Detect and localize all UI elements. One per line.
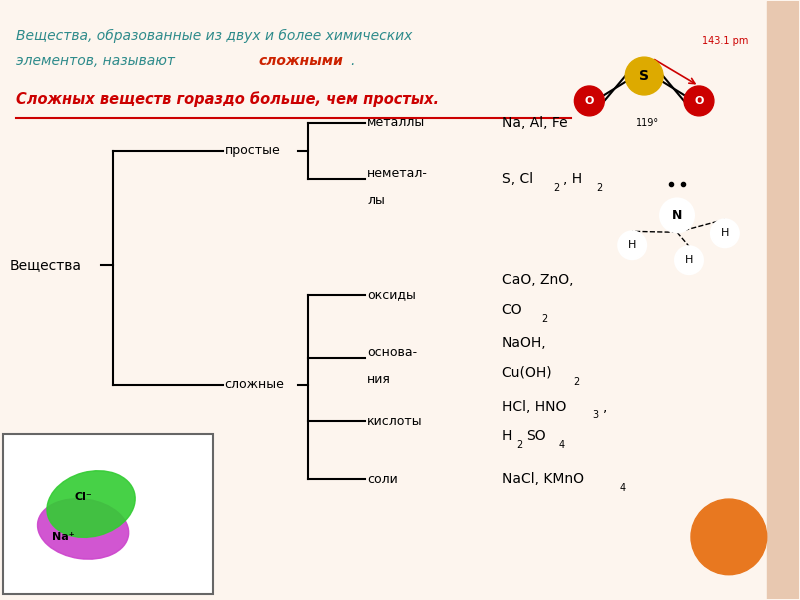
Text: 4: 4 [619, 483, 626, 493]
Text: 3: 3 [592, 410, 598, 421]
Circle shape [618, 232, 646, 259]
Text: простые: простые [225, 144, 280, 157]
Text: N: N [672, 209, 682, 222]
Text: Na, Al, Fe: Na, Al, Fe [502, 116, 567, 130]
Text: 2: 2 [596, 182, 602, 193]
Text: O: O [694, 96, 704, 106]
Text: 2: 2 [542, 314, 548, 324]
Circle shape [660, 199, 694, 232]
Text: .: . [350, 54, 354, 68]
Text: Сложных веществ гораздо больше, чем простых.: Сложных веществ гораздо больше, чем прос… [16, 91, 439, 107]
Text: 4: 4 [558, 440, 565, 451]
Text: S: S [639, 69, 649, 83]
Circle shape [626, 57, 663, 95]
Circle shape [675, 246, 703, 274]
Text: O: O [585, 96, 594, 106]
Text: H: H [502, 430, 512, 443]
Bar [766, 1, 798, 599]
Text: S, Cl: S, Cl [502, 172, 533, 185]
Circle shape [711, 220, 739, 247]
Text: металлы: металлы [367, 116, 426, 130]
Text: H: H [628, 240, 636, 250]
Text: Вещества: Вещества [10, 258, 82, 272]
Text: Cu(OH): Cu(OH) [502, 365, 552, 380]
Text: , H: , H [563, 172, 582, 185]
Text: Вещества, образованные из двух и более химических: Вещества, образованные из двух и более х… [16, 29, 413, 43]
Text: основа-: основа- [367, 346, 418, 359]
Text: неметал-: неметал- [367, 167, 428, 180]
Text: NaCl, KMnO: NaCl, KMnO [502, 472, 584, 486]
Text: CO: CO [502, 303, 522, 317]
FancyBboxPatch shape [3, 434, 213, 593]
Text: ,: , [603, 400, 608, 413]
Text: HCl, HNO: HCl, HNO [502, 400, 566, 413]
Text: SO: SO [526, 430, 546, 443]
Text: 119°: 119° [636, 118, 659, 128]
Circle shape [691, 499, 766, 575]
Ellipse shape [47, 471, 135, 538]
Text: NaOH,: NaOH, [502, 336, 546, 350]
Ellipse shape [38, 499, 129, 559]
Text: CaO, ZnO,: CaO, ZnO, [502, 273, 573, 287]
Text: оксиды: оксиды [367, 289, 416, 302]
Text: 2: 2 [554, 182, 560, 193]
Text: H: H [721, 229, 729, 238]
Text: 2: 2 [517, 440, 523, 451]
Text: сложными: сложными [258, 54, 343, 68]
Text: кислоты: кислоты [367, 415, 422, 428]
Text: 2: 2 [574, 377, 580, 386]
Text: элементов, называют: элементов, называют [16, 54, 180, 68]
Text: сложные: сложные [225, 378, 285, 391]
Text: 143.1 pm: 143.1 pm [702, 36, 748, 46]
Text: Cl⁻: Cl⁻ [74, 492, 92, 502]
Text: соли: соли [367, 473, 398, 485]
Text: H: H [685, 255, 693, 265]
Text: ния: ния [367, 373, 391, 386]
Text: Na⁺: Na⁺ [52, 532, 74, 542]
Text: лы: лы [367, 194, 385, 207]
Circle shape [684, 86, 714, 116]
Circle shape [574, 86, 604, 116]
